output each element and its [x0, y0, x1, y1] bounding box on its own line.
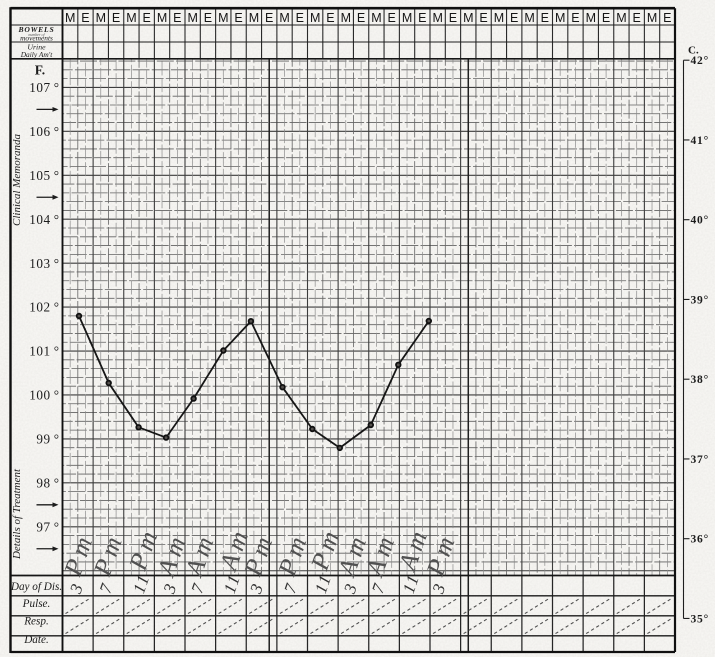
svg-text:E: E	[234, 11, 242, 25]
svg-text:Day of Dis.: Day of Dis.	[10, 581, 62, 593]
svg-text:E: E	[204, 11, 212, 25]
svg-text:Date.: Date.	[23, 634, 49, 646]
svg-text:M: M	[96, 11, 106, 25]
svg-text:E: E	[112, 11, 120, 25]
svg-text:E: E	[541, 11, 549, 25]
svg-text:102 °: 102 °	[29, 300, 59, 315]
svg-text:M: M	[616, 11, 626, 25]
svg-text:42°: 42°	[691, 55, 710, 67]
svg-text:E: E	[326, 11, 334, 25]
svg-text:E: E	[663, 11, 671, 25]
svg-text:E: E	[418, 11, 426, 25]
svg-text:106 °: 106 °	[29, 124, 59, 139]
svg-text:104 °: 104 °	[29, 212, 59, 227]
svg-text:M: M	[647, 11, 657, 25]
svg-text:Urine: Urine	[27, 43, 46, 52]
svg-text:Details of Treatment: Details of Treatment	[11, 468, 23, 560]
svg-text:Pulse.: Pulse.	[22, 598, 51, 610]
svg-text:BOWELS: BOWELS	[17, 25, 54, 34]
svg-text:E: E	[296, 11, 304, 25]
svg-text:movements: movements	[20, 34, 53, 43]
svg-text:M: M	[555, 11, 565, 25]
svg-text:E: E	[143, 11, 151, 25]
svg-text:E: E	[633, 11, 641, 25]
svg-text:98 °: 98 °	[36, 475, 59, 490]
svg-text:M: M	[494, 11, 504, 25]
svg-text:E: E	[173, 11, 181, 25]
svg-text:99 °: 99 °	[36, 432, 59, 447]
svg-text:E: E	[479, 11, 487, 25]
svg-text:E: E	[602, 11, 610, 25]
svg-text:M: M	[463, 11, 473, 25]
svg-text:97 °: 97 °	[36, 519, 59, 534]
svg-text:M: M	[279, 11, 289, 25]
svg-text:M: M	[586, 11, 596, 25]
svg-text:E: E	[571, 11, 579, 25]
svg-text:36°: 36°	[691, 534, 710, 546]
svg-text:M: M	[524, 11, 534, 25]
svg-text:38°: 38°	[691, 374, 710, 386]
svg-text:C.: C.	[688, 45, 699, 57]
svg-text:41°: 41°	[691, 135, 710, 147]
svg-text:103 °: 103 °	[29, 256, 59, 271]
svg-text:107 °: 107 °	[29, 80, 59, 95]
svg-text:105 °: 105 °	[29, 168, 59, 183]
svg-text:M: M	[402, 11, 412, 25]
svg-text:E: E	[510, 11, 518, 25]
svg-text:39°: 39°	[691, 294, 710, 306]
svg-text:E: E	[81, 11, 89, 25]
svg-text:37°: 37°	[691, 454, 710, 466]
svg-text:M: M	[218, 11, 228, 25]
svg-text:101 °: 101 °	[29, 344, 59, 359]
svg-text:Daily Am't: Daily Am't	[20, 50, 54, 59]
svg-text:M: M	[310, 11, 320, 25]
svg-text:E: E	[357, 11, 365, 25]
svg-text:E: E	[388, 11, 396, 25]
svg-text:M: M	[157, 11, 167, 25]
svg-text:M: M	[65, 11, 75, 25]
svg-text:M: M	[432, 11, 442, 25]
svg-text:E: E	[265, 11, 273, 25]
svg-text:M: M	[341, 11, 351, 25]
svg-text:35°: 35°	[691, 613, 710, 625]
svg-text:Resp.: Resp.	[23, 616, 49, 628]
svg-text:Clinical Memoranda: Clinical Memoranda	[11, 134, 23, 226]
svg-text:M: M	[249, 11, 259, 25]
svg-text:40°: 40°	[691, 215, 710, 227]
svg-text:F.: F.	[35, 63, 45, 78]
svg-text:M: M	[126, 11, 136, 25]
svg-text:M: M	[187, 11, 197, 25]
svg-text:number of: number of	[28, 32, 45, 37]
svg-text:E: E	[449, 11, 457, 25]
svg-text:M: M	[371, 11, 381, 25]
svg-text:100 °: 100 °	[29, 388, 59, 403]
